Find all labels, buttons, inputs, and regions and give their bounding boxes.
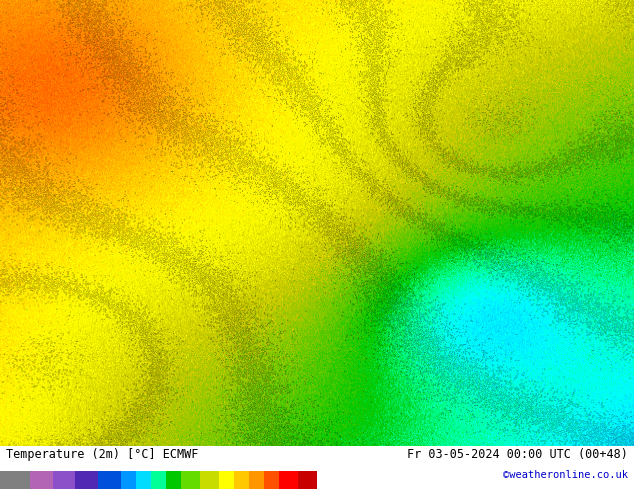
Bar — [200, 470, 219, 489]
Text: Fr 03-05-2024 00:00 UTC (00+48): Fr 03-05-2024 00:00 UTC (00+48) — [407, 448, 628, 461]
Bar — [0, 470, 30, 489]
Bar — [53, 470, 75, 489]
Bar — [166, 470, 181, 489]
Bar — [75, 470, 98, 489]
Bar — [219, 470, 234, 489]
Bar — [120, 470, 136, 489]
Text: ©weatheronline.co.uk: ©weatheronline.co.uk — [503, 470, 628, 480]
Bar — [279, 470, 298, 489]
Bar — [30, 470, 53, 489]
Bar — [151, 470, 166, 489]
Bar — [181, 470, 200, 489]
Bar — [264, 470, 279, 489]
Bar — [136, 470, 151, 489]
Bar — [298, 470, 317, 489]
Text: Temperature (2m) [°C] ECMWF: Temperature (2m) [°C] ECMWF — [6, 448, 198, 461]
Bar — [234, 470, 249, 489]
Bar — [98, 470, 120, 489]
Bar — [249, 470, 264, 489]
